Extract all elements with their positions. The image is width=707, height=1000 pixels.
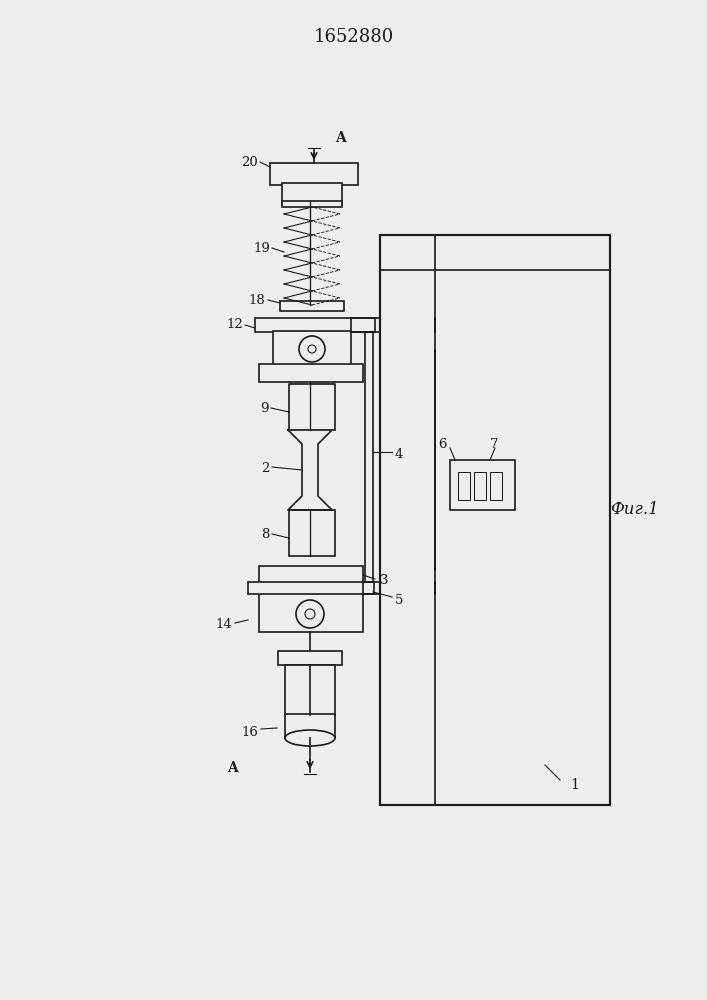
Text: 1: 1 [570, 778, 579, 792]
Bar [450, 460, 515, 510]
Bar [474, 472, 486, 500]
Bar [458, 472, 470, 500]
Bar [285, 665, 335, 715]
Text: 1652880: 1652880 [314, 28, 394, 46]
Ellipse shape [285, 730, 335, 746]
Text: 20: 20 [241, 155, 258, 168]
Text: 3: 3 [380, 574, 389, 586]
Bar [248, 582, 374, 594]
Bar [273, 331, 351, 365]
Text: 9: 9 [260, 401, 269, 414]
Text: 16: 16 [241, 726, 258, 738]
Bar [285, 714, 335, 738]
Text: A: A [334, 131, 346, 145]
Text: 2: 2 [261, 462, 269, 475]
Bar [289, 510, 335, 556]
Circle shape [308, 345, 316, 353]
Text: 19: 19 [253, 241, 270, 254]
Text: 14: 14 [215, 618, 232, 632]
Polygon shape [288, 430, 332, 510]
Bar [259, 566, 363, 584]
Text: Фиг.1: Фиг.1 [610, 502, 659, 518]
Bar [278, 651, 342, 665]
Bar [289, 384, 335, 430]
Bar [255, 318, 375, 332]
Circle shape [296, 600, 324, 628]
Bar [282, 183, 342, 205]
Circle shape [305, 609, 315, 619]
Bar [490, 472, 502, 500]
Text: 5: 5 [395, 593, 404, 606]
Text: 12: 12 [226, 318, 243, 332]
Bar [270, 163, 358, 185]
Text: 18: 18 [248, 294, 265, 306]
Bar [259, 590, 363, 632]
Text: 4: 4 [395, 448, 404, 462]
Bar [259, 364, 363, 382]
Text: 6: 6 [438, 438, 447, 452]
Bar [282, 201, 342, 207]
Text: 7: 7 [489, 438, 498, 452]
Bar [380, 235, 610, 805]
Bar [280, 301, 344, 311]
Text: 8: 8 [261, 528, 269, 542]
Text: A: A [227, 761, 238, 775]
Circle shape [299, 336, 325, 362]
